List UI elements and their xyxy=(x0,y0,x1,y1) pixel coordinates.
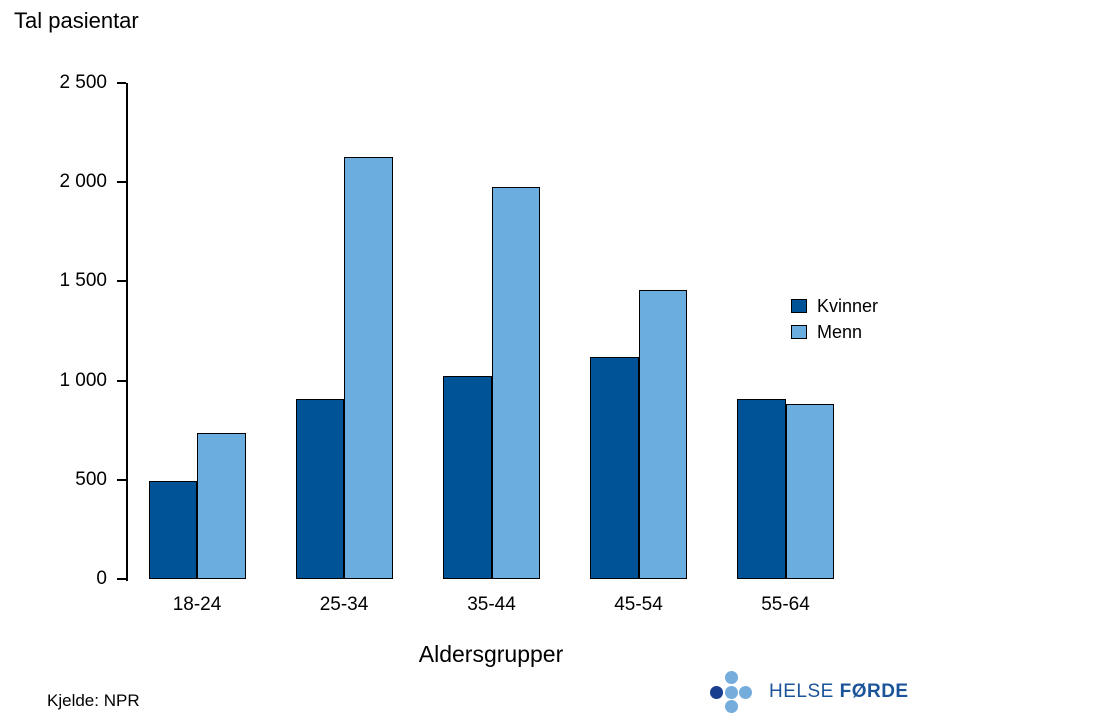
x-axis-category-label: 45-54 xyxy=(614,594,663,615)
bar-kvinner-25-34 xyxy=(295,399,344,579)
y-axis-tick-label: 2 000 xyxy=(59,171,107,193)
x-axis-category-label: 25-34 xyxy=(319,594,369,615)
x-axis-category-label: 55-64 xyxy=(761,594,810,615)
logo-text-helse: HELSE xyxy=(769,681,834,702)
y-axis-line xyxy=(126,83,128,581)
y-axis-tick-label: 500 xyxy=(75,468,107,490)
y-axis-tick xyxy=(117,379,126,382)
y-axis-tick-label: 0 xyxy=(96,568,107,589)
bar-menn-25-34 xyxy=(344,157,393,579)
chart-title: Tal pasientar xyxy=(14,8,139,33)
x-axis-title: Aldersgrupper xyxy=(418,641,564,667)
logo-text-forde: FØRDE xyxy=(839,681,909,702)
y-axis-tick xyxy=(117,82,126,84)
legend-label-kvinner: Kvinner xyxy=(817,295,879,316)
bar-menn-55-64 xyxy=(785,404,834,579)
bar-menn-18-24 xyxy=(197,433,246,579)
y-axis-tick-label: 1 500 xyxy=(59,270,107,292)
source-note: Kjelde: NPR xyxy=(47,691,140,710)
y-axis-tick xyxy=(117,578,126,580)
bar-kvinner-18-24 xyxy=(148,481,197,579)
legend-item-menn: Menn xyxy=(791,319,878,345)
x-axis-category-label: 18-24 xyxy=(172,594,222,615)
bar-menn-35-44 xyxy=(491,187,540,579)
y-axis-tick xyxy=(117,181,126,184)
helse-forde-logo: HELSE FØRDE xyxy=(705,666,909,718)
y-axis-tick-label: 1 000 xyxy=(59,369,107,391)
legend: Kvinner Menn xyxy=(791,293,878,345)
y-axis-tick xyxy=(117,280,126,283)
logo-dot-left-icon xyxy=(710,685,723,699)
logo-text: HELSE FØRDE xyxy=(769,681,909,703)
legend-swatch-menn xyxy=(791,325,807,339)
x-axis-category-label: 35-44 xyxy=(467,594,516,615)
legend-label-menn: Menn xyxy=(817,321,863,342)
bar-kvinner-35-44 xyxy=(443,376,492,579)
bar-menn-45-54 xyxy=(638,290,687,579)
logo-dot-right-icon xyxy=(739,685,752,699)
y-axis-tick xyxy=(117,478,126,481)
bar-kvinner-55-64 xyxy=(737,399,786,579)
bar-kvinner-45-54 xyxy=(590,357,639,579)
legend-item-kvinner: Kvinner xyxy=(791,293,878,319)
logo-dot-top-icon xyxy=(724,671,738,684)
legend-swatch-kvinner xyxy=(791,299,807,313)
logo-dot-bottom-icon xyxy=(724,700,738,713)
y-axis-tick-label: 2 500 xyxy=(59,72,107,93)
logo-dot-center-icon xyxy=(724,685,738,699)
logo-dots-icon xyxy=(705,666,757,718)
